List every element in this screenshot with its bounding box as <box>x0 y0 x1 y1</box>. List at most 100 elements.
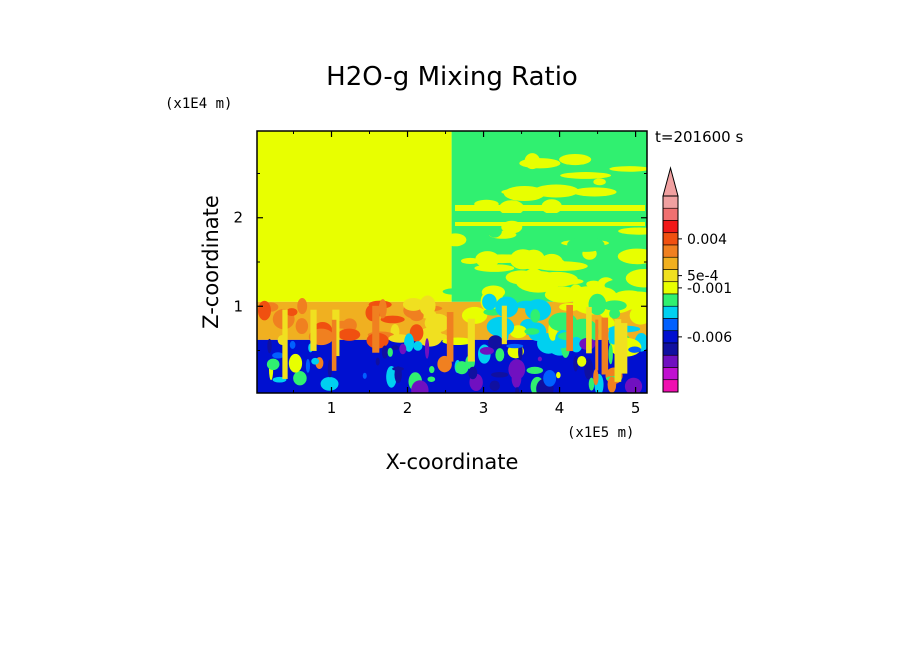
texture-blob <box>515 387 520 393</box>
texture-plume <box>372 305 380 353</box>
x-tick-label: 4 <box>555 399 565 417</box>
x-tick-label: 5 <box>631 399 641 417</box>
x-axis-label: X-coordinate <box>386 450 519 474</box>
texture-blob <box>289 340 296 349</box>
texture-band <box>455 213 645 216</box>
texture-blob <box>381 345 388 359</box>
texture-plume <box>501 305 507 345</box>
colorbar-tick-label: 5e-4 <box>687 269 719 285</box>
colorbar-level <box>662 354 679 368</box>
texture-plume <box>446 312 454 362</box>
texture-blob <box>608 153 642 158</box>
texture-blob <box>399 343 407 355</box>
texture-band <box>455 222 645 226</box>
texture-blob <box>495 348 505 362</box>
texture-blob <box>468 366 478 380</box>
texture-blob <box>540 253 563 270</box>
texture-blob <box>297 298 308 315</box>
x-tick-label: 2 <box>403 399 413 417</box>
texture-blob <box>572 187 617 197</box>
texture-blob <box>484 244 516 250</box>
texture-blob <box>570 336 583 353</box>
texture-blob <box>311 357 320 365</box>
colorbar-level <box>662 256 679 270</box>
texture-blob <box>267 338 272 354</box>
texture-blob <box>375 357 380 366</box>
texture-blob <box>429 366 435 374</box>
texture-blob <box>543 370 557 387</box>
texture-blob <box>518 343 523 361</box>
texture-blob <box>327 359 333 378</box>
texture-blob <box>530 309 541 323</box>
colorbar-level <box>662 220 679 234</box>
texture-blob <box>524 328 540 335</box>
texture-blob <box>386 365 397 388</box>
texture-blob <box>486 316 515 337</box>
texture-blob <box>266 358 280 370</box>
texture-blob <box>409 324 424 342</box>
texture-blob <box>607 376 617 393</box>
texture-blob <box>392 366 404 371</box>
texture-blob <box>509 325 528 339</box>
texture-blob <box>424 338 430 359</box>
texture-blob <box>629 306 647 325</box>
field-region <box>257 131 452 302</box>
texture-blob <box>380 315 405 324</box>
texture-plume <box>282 309 288 379</box>
texture-blob <box>444 233 467 247</box>
texture-blob <box>588 293 607 316</box>
texture-blob <box>608 344 613 365</box>
texture-blob <box>402 298 424 311</box>
texture-blob <box>487 224 502 238</box>
colorbar-level <box>662 293 679 307</box>
y-axis-unit: (x1E4 m) <box>165 96 232 112</box>
y-tick-label: 1 <box>233 297 243 315</box>
texture-blob <box>593 178 606 186</box>
texture-blob <box>489 380 500 391</box>
texture-blob <box>474 264 515 272</box>
texture-blob <box>417 327 443 347</box>
texture-blob <box>602 300 627 311</box>
texture-blob <box>519 158 561 169</box>
colorbar-level <box>662 330 679 344</box>
texture-plume <box>467 318 475 362</box>
texture-blob <box>413 341 423 351</box>
texture-blob <box>535 271 578 287</box>
y-axis: 12 <box>233 172 647 352</box>
texture-blob <box>567 236 605 252</box>
colorbar-tick-label: -0.006 <box>687 330 732 346</box>
time-label: t=201600 s <box>655 128 743 146</box>
texture-blob <box>404 333 414 352</box>
texture-blob <box>618 227 647 235</box>
texture-blob <box>609 308 621 319</box>
colorbar-tick-label: 0.004 <box>687 232 727 248</box>
texture-blob <box>573 356 579 372</box>
texture-blob <box>419 295 436 316</box>
texture-blob <box>409 311 424 322</box>
texture-blob <box>609 166 647 172</box>
texture-plume <box>614 319 622 382</box>
texture-blob <box>584 358 594 380</box>
texture-blob <box>491 371 509 378</box>
texture-blob <box>509 249 537 270</box>
colorbar-level <box>662 379 679 393</box>
texture-plume <box>331 319 337 371</box>
texture-plume <box>595 319 599 371</box>
colorbar-level <box>662 244 679 258</box>
texture-blob <box>387 347 393 357</box>
texture-blob <box>442 288 468 295</box>
texture-blob <box>586 280 601 288</box>
texture-blob <box>583 217 598 223</box>
colorbar-level <box>662 318 679 332</box>
mixing-ratio-field <box>257 131 647 393</box>
x-tick-label: 1 <box>327 399 337 417</box>
texture-blob <box>624 377 643 393</box>
texture-blob <box>288 353 303 373</box>
chart-title: H2O-g Mixing Ratio <box>326 62 578 92</box>
texture-blob <box>537 356 542 362</box>
texture-blob <box>617 248 647 265</box>
colorbar-level <box>662 281 679 295</box>
texture-band <box>455 205 645 211</box>
colorbar-level <box>662 269 679 283</box>
